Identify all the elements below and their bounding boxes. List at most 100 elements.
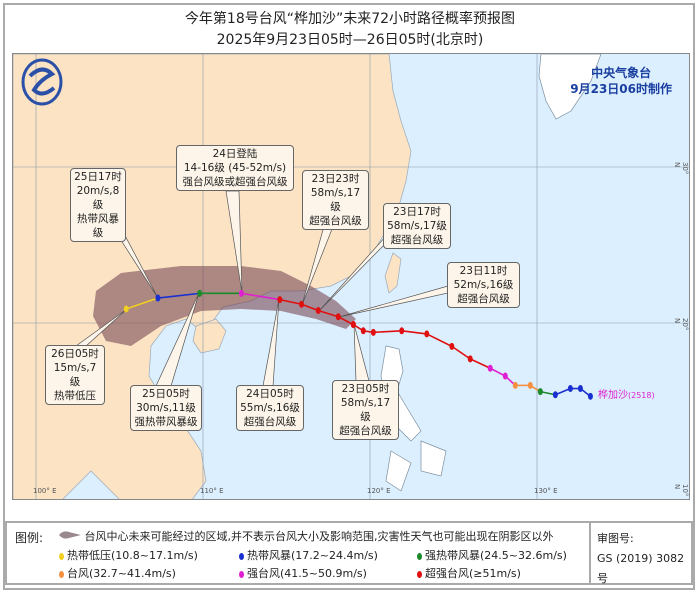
legend-sts: 强热带风暴(24.5~32.6m/s) [417,547,567,563]
severe-dot-icon [239,570,244,578]
forecast-track-point [155,294,161,302]
past-track-segment [489,367,506,377]
callout-23d23h: 23日23时 58m/s,17级超强台风级 [302,170,369,230]
callout-23d11h: 23日11时 52m/s,16级 超强台风级 [447,262,520,308]
callout-wind: 58m/s,17级 [387,220,447,232]
legend-cone-text: 台风中心未来可能经过的区域,并不表示台风大小及影响范围,灾害性天气也可能出现在阴… [84,530,554,543]
callout-level: 热带低压 [54,390,96,402]
callout-level: 热带风暴级 [77,213,119,239]
callout-wind: 58m/s,17级 [310,187,361,213]
past-track-segment [451,345,471,360]
legend-td: 热带低压(10.8~17.1m/s) [59,547,198,563]
legend-severe: 强台风(41.5~50.9m/s) [239,565,367,581]
callout-level: 强台风级或超强台风级 [182,176,288,188]
forecast-track-point [277,296,283,304]
callout-wind: 55m/s,16级 [240,402,300,414]
legend-text: 热带低压(10.8~17.1m/s) [67,549,198,562]
legend-ty: 台风(32.7~41.4m/s) [59,565,176,581]
forecast-track-segment [337,316,354,326]
callout-wind: 58m/s,17级 [340,397,391,423]
forecast-track-segment [317,309,339,318]
forecast-track-point [315,307,321,315]
approval-label: 审图号: [597,532,634,545]
forecast-track-segment [125,297,159,310]
callout-time: 25日17时 [74,171,122,183]
callout-time: 24日登陆 [212,148,258,160]
land-taiwan [384,252,402,294]
callout-level: 强热带风暴级 [134,416,198,428]
lat-label-30: 30° N [673,162,689,175]
forecast-track-point [350,321,356,329]
lon-label-100: 100° E [33,487,57,495]
forecast-track-point [197,289,203,297]
callout-wind: 15m/s,7级 [53,362,97,388]
lat-label-10: 10° N [673,484,689,497]
legend-text: 超强台风(≥51m/s) [425,567,521,580]
past-track-point [467,355,473,363]
callout-wind: 30m/s,11级 [136,402,196,414]
track-layer [123,289,593,400]
storm-name: 桦加沙 [598,390,628,401]
past-track-point [552,391,558,399]
legend-ts: 热带风暴(17.2~24.4m/s) [239,547,378,563]
past-track-point [399,327,405,335]
ts-dot-icon [239,552,244,560]
lat-label-20: 20° N [673,318,689,331]
legend-text: 强热带风暴(24.5~32.6m/s) [425,549,567,562]
past-track-segment [555,387,571,396]
callout-wind: 52m/s,16级 [453,279,514,291]
past-track-point [424,330,430,338]
agency-name: 中央气象台 [591,66,652,80]
callout-23d17h: 23日17时 58m/s,17级 超强台风级 [383,203,451,249]
callout-25d05h: 25日05时 30m/s,11级 强热带风暴级 [130,385,202,431]
past-track-point [512,381,518,389]
forecast-track-point [238,289,244,297]
callout-time: 23日17时 [393,206,441,218]
past-track-point [537,388,543,396]
storm-code: (2518) [628,391,655,400]
sts-dot-icon [417,552,422,560]
past-track-segment [469,358,491,369]
legend-cone-row: 台风中心未来可能经过的区域,并不表示台风大小及影响范围,灾害性天气也可能出现在阴… [59,528,554,544]
past-track-point [502,372,508,380]
past-track-point [527,381,533,389]
forecast-track-segment [241,292,280,301]
callout-23d05h: 23日05时 58m/s,17级 超强台风级 [332,380,399,440]
past-track-point [567,385,573,393]
past-track-segment [540,390,556,396]
callout-level: 超强台风级 [243,416,297,428]
forecast-track-segment [301,303,319,312]
callout-time: 23日11时 [459,265,508,277]
callout-landfall: 24日登陆 14-16级 (45-52m/s) 强台风级或超强台风级 [176,145,294,191]
forecast-track-segment [279,298,302,306]
callout-time: 26日05时 [51,348,99,360]
past-track-point [577,385,583,393]
callout-time: 23日23时 [311,173,360,185]
forecast-track-segment [157,292,200,299]
callout-25d17h: 25日17时 20m/s,8级 热带风暴级 [70,168,126,242]
callout-level: 超强台风级 [457,293,510,305]
cone-swatch-icon [59,531,81,539]
legend: 图例: 台风中心未来可能经过的区域,并不表示台风大小及影响范围,灾害性天气也可能… [5,521,693,585]
past-track-segment [373,330,402,334]
callout-level: 超强台风级 [309,215,362,227]
past-track-segment [426,333,453,348]
legend-text: 台风(32.7~41.4m/s) [67,567,176,580]
callout-time: 23日05时 [341,383,390,395]
storm-label: 桦加沙(2518) [598,386,655,401]
callout-level: 超强台风级 [390,234,444,246]
past-track-point [487,364,493,372]
lon-label-110: 110° E [200,487,224,495]
agency-stamp: 中央气象台 9月23日06时制作 [570,65,672,97]
past-track-point [587,392,593,400]
past-track-point [360,327,366,335]
lon-label-120: 120° E [367,487,391,495]
callout-24d05h: 24日05时 55m/s,16级 超强台风级 [236,385,304,431]
legend-label: 图例: [15,531,44,545]
probability-cone [93,266,356,346]
forecast-track-point [335,313,341,321]
forecast-track-point [299,300,305,308]
legend-text: 强台风(41.5~50.9m/s) [247,567,367,580]
map-title: 今年第18号台风“桦加沙”未来72小时路径概率预报图 [184,11,516,27]
legend-text: 热带风暴(17.2~24.4m/s) [247,549,378,562]
